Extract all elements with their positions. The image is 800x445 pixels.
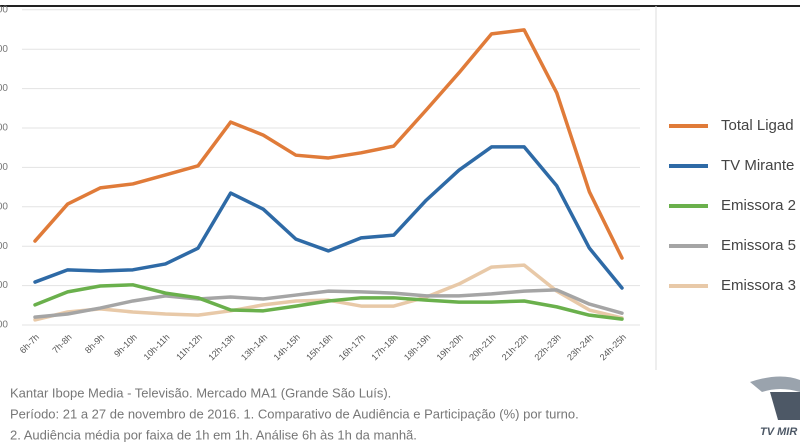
x-tick-label: 12h-13h bbox=[206, 332, 236, 362]
legend-label: Emissora 5 bbox=[721, 237, 796, 254]
x-tick-label: 22h-23h bbox=[532, 332, 562, 362]
x-tick-label: 19h-20h bbox=[435, 332, 465, 362]
x-tick-label: 11h-12h bbox=[174, 332, 204, 362]
logo: TV MIR bbox=[750, 376, 800, 438]
y-tick-label: 00 bbox=[0, 83, 8, 94]
legend-label: TV Mirante bbox=[721, 157, 794, 174]
x-tick-label: 16h-17h bbox=[337, 332, 367, 362]
series-line bbox=[33, 145, 624, 290]
x-tick-label: 8h-9h bbox=[83, 332, 106, 355]
legend-label: Emissora 3 bbox=[721, 277, 796, 294]
x-tick-label: 20h-21h bbox=[467, 332, 497, 362]
series-line bbox=[33, 28, 624, 260]
x-tick-label: 13h-14h bbox=[239, 332, 269, 362]
x-tick-label: 17h-18h bbox=[369, 332, 399, 362]
y-tick-label: 00 bbox=[0, 201, 8, 212]
logo-text: TV MIR bbox=[760, 426, 797, 438]
footnote: 2. Audiência média por faixa de 1h em 1h… bbox=[10, 427, 417, 442]
x-tick-label: 14h-15h bbox=[272, 332, 302, 362]
y-tick-label: 00 bbox=[0, 320, 8, 331]
y-tick-label: 00 bbox=[0, 162, 8, 173]
y-tick-label: 00 bbox=[0, 123, 8, 134]
series-line bbox=[33, 288, 624, 319]
legend-label: Total Ligad bbox=[721, 117, 794, 134]
x-tick-label: 10h-11h bbox=[142, 332, 172, 362]
x-tick-label: 7h-8h bbox=[50, 332, 73, 355]
y-tick-label: 00 bbox=[0, 280, 8, 291]
y-tick-label: 00 bbox=[0, 241, 8, 252]
x-tick-label: 9h-10h bbox=[112, 332, 139, 359]
footnote: Período: 21 a 27 de novembro de 2016. 1.… bbox=[10, 406, 579, 421]
legend-label: Emissora 2 bbox=[721, 197, 796, 214]
x-tick-label: 23h-24h bbox=[565, 332, 595, 362]
x-tick-label: 15h-16h bbox=[304, 332, 334, 362]
series-line bbox=[33, 283, 624, 321]
x-tick-label: 21h-22h bbox=[500, 332, 530, 362]
y-tick-label: 00 bbox=[0, 4, 8, 15]
x-tick-label: 6h-7h bbox=[18, 332, 41, 355]
y-tick-label: 00 bbox=[0, 44, 8, 55]
x-tick-label: 24h-25h bbox=[598, 332, 628, 362]
x-tick-label: 18h-19h bbox=[402, 332, 432, 362]
footnote: Kantar Ibope Media - Televisão. Mercado … bbox=[10, 385, 391, 400]
